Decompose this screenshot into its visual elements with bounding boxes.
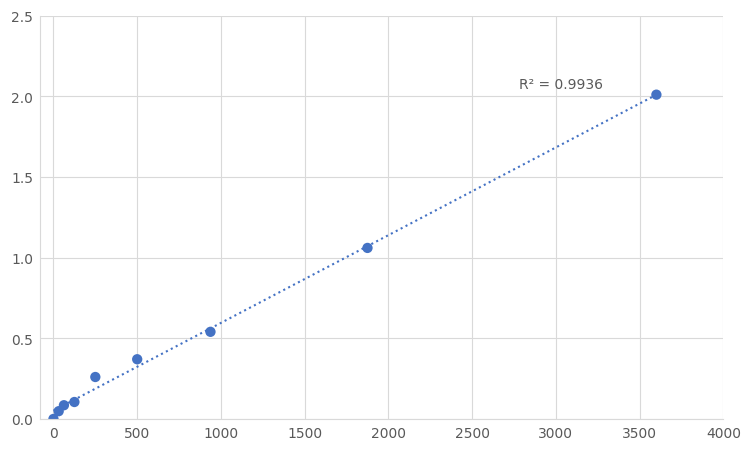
Point (131, 356, 143, 363)
Text: R² = 0.9936: R² = 0.9936 (519, 78, 603, 92)
Point (47, 415, 59, 423)
Point (68, 399, 80, 406)
Point (58, 402, 70, 409)
Point (53, 408, 65, 415)
Point (650, 92, 663, 99)
Point (89, 373, 102, 381)
Point (205, 328, 217, 336)
Point (362, 245, 374, 252)
